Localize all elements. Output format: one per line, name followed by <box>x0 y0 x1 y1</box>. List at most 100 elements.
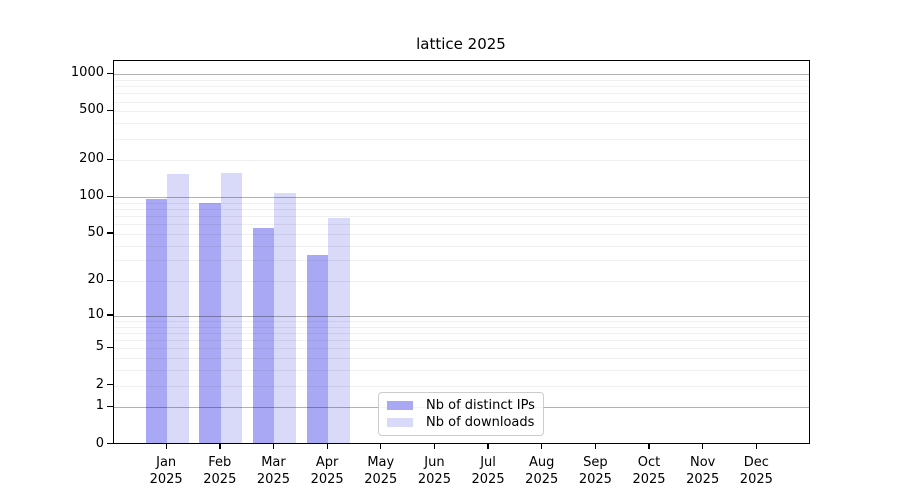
x-tick-year: 2025 <box>364 471 398 487</box>
y-tick-label: 10 <box>87 307 104 322</box>
legend-label: Nb of downloads <box>426 415 535 431</box>
gridline-minor <box>113 326 809 328</box>
x-tick-mark <box>219 443 221 449</box>
y-tick-mark <box>106 158 113 161</box>
x-tick-mark <box>165 443 167 449</box>
x-tick-month: Nov <box>690 454 716 470</box>
gridline-minor <box>113 224 809 226</box>
x-tick-month: Dec <box>743 454 769 470</box>
plot-area <box>112 60 810 444</box>
chart-title: lattice 2025 <box>416 35 506 53</box>
y-tick-label: 5 <box>95 339 104 355</box>
x-tick-month: Sep <box>583 454 608 470</box>
legend: Nb of distinct IPs Nb of downloads <box>378 392 544 436</box>
gridline-minor <box>113 86 809 88</box>
x-tick-mark <box>487 443 489 449</box>
x-tick-year: 2025 <box>632 471 666 487</box>
gridline-minor <box>113 370 809 372</box>
x-tick-month: Oct <box>637 454 661 470</box>
gridline-minor <box>113 358 809 360</box>
bar-distinct-ips <box>145 199 168 443</box>
y-tick-mark <box>106 346 113 349</box>
x-tick-year: 2025 <box>686 471 720 487</box>
x-tick-label-apr: Apr 2025 <box>300 454 354 488</box>
x-tick-month: May <box>367 454 395 470</box>
gridline-minor <box>113 202 809 204</box>
y-tick-mark <box>106 232 113 234</box>
gridline-minor <box>113 233 809 235</box>
y-tick-label: 100 <box>79 188 104 204</box>
x-tick-label-aug: Aug 2025 <box>515 454 569 488</box>
gridline-major <box>113 197 809 199</box>
x-tick-year: 2025 <box>739 471 773 487</box>
gridline-minor <box>113 321 809 323</box>
gridline-minor <box>113 245 809 247</box>
y-tick-mark <box>106 314 113 316</box>
x-tick-month: Jan <box>156 454 177 470</box>
gridline-minor <box>113 79 809 81</box>
x-tick-month: Aug <box>529 454 555 470</box>
x-tick-year: 2025 <box>525 471 559 487</box>
gridline-minor <box>113 101 809 103</box>
x-tick-year: 2025 <box>578 471 612 487</box>
bar-downloads <box>328 218 350 443</box>
x-tick-mark <box>272 443 275 449</box>
y-tick-label: 1000 <box>70 65 104 81</box>
x-tick-mark <box>594 443 597 449</box>
y-tick-label: 500 <box>79 102 104 118</box>
y-tick-mark <box>106 405 113 408</box>
bar-distinct-ips <box>252 227 275 443</box>
x-tick-label-dec: Dec 2025 <box>729 454 783 488</box>
x-tick-label-feb: Feb 2025 <box>193 454 247 488</box>
x-tick-label-jul: Jul 2025 <box>461 454 515 488</box>
x-tick-year: 2025 <box>417 471 451 487</box>
gridline-minor <box>113 111 809 113</box>
x-tick-year: 2025 <box>203 471 237 487</box>
x-tick-year: 2025 <box>149 471 183 487</box>
gridline-minor <box>113 160 809 162</box>
x-tick-year: 2025 <box>256 471 290 487</box>
bar-downloads <box>167 173 189 443</box>
x-tick-mark <box>702 443 704 449</box>
bar-downloads <box>220 172 243 443</box>
x-tick-label-jan: Jan 2025 <box>139 454 193 488</box>
y-tick-mark <box>106 109 113 112</box>
x-tick-year: 2025 <box>310 471 344 487</box>
x-tick-year: 2025 <box>471 471 505 487</box>
y-tick-mark <box>106 279 113 282</box>
gridline-minor <box>113 260 809 262</box>
x-tick-label-sep: Sep 2025 <box>568 454 622 488</box>
x-tick-month: Jul <box>480 454 496 470</box>
gridline-minor <box>113 216 809 218</box>
bar-distinct-ips <box>199 203 221 443</box>
gridline-minor <box>113 281 809 283</box>
gridline-minor <box>113 209 809 211</box>
bar-downloads <box>274 193 296 443</box>
gridline-minor <box>113 93 809 95</box>
gridline-minor <box>113 138 809 140</box>
y-tick-label: 20 <box>87 272 104 288</box>
gridline-minor <box>113 123 809 125</box>
gridline-minor <box>113 333 809 335</box>
y-tick-label: 0 <box>95 435 104 451</box>
legend-swatch <box>387 400 413 410</box>
x-tick-label-nov: Nov 2025 <box>676 454 730 488</box>
gridline-minor <box>113 348 809 350</box>
x-tick-mark <box>326 443 328 449</box>
x-tick-mark <box>648 443 650 449</box>
legend-label: Nb of distinct IPs <box>426 397 535 413</box>
y-tick-mark <box>106 442 113 445</box>
x-tick-label-oct: Oct 2025 <box>622 454 676 488</box>
x-tick-label-may: May 2025 <box>354 454 408 488</box>
y-tick-label: 200 <box>79 151 104 167</box>
gridline-minor <box>113 385 809 387</box>
legend-entry-distinct-ips: Nb of distinct IPs <box>387 398 535 413</box>
gridline-minor <box>113 340 809 342</box>
gridline-major <box>113 316 809 317</box>
x-tick-month: Apr <box>315 454 339 470</box>
x-tick-mark <box>541 443 543 449</box>
gridline-major <box>113 74 809 76</box>
legend-swatch <box>387 418 413 428</box>
x-tick-label-jun: Jun 2025 <box>407 454 461 488</box>
